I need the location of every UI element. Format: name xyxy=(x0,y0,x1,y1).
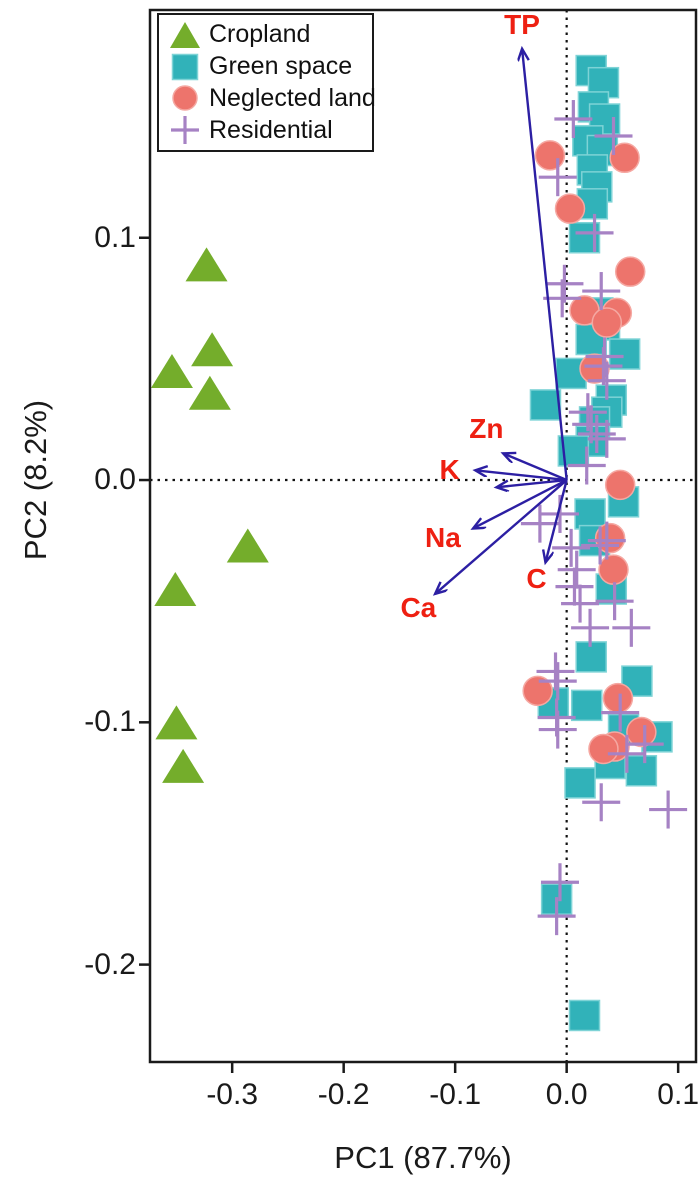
loading-label-Ca: Ca xyxy=(400,592,437,624)
marker-square xyxy=(576,188,609,220)
legend-label: Residential xyxy=(209,115,333,144)
loading-label-Zn: Zn xyxy=(469,413,504,445)
series-neglected-land xyxy=(522,140,657,765)
legend-label: Cropland xyxy=(209,20,311,49)
marker-circle xyxy=(579,353,610,384)
square-legend-icon xyxy=(171,53,199,80)
marker-triangle xyxy=(154,572,197,607)
circle-legend-icon xyxy=(172,85,198,112)
series-cropland xyxy=(150,247,269,783)
plus-legend-icon xyxy=(171,116,199,145)
x-tick-label--0.2: -0.2 xyxy=(317,1078,370,1111)
marker-circle xyxy=(522,675,553,707)
x-tick-label-0.1: 0.1 xyxy=(657,1078,700,1111)
y-tick-label--0.1: -0.1 xyxy=(84,705,136,739)
marker-square xyxy=(171,53,199,80)
loading-arrow-Zn xyxy=(503,453,568,482)
zero-reference-lines xyxy=(150,10,696,1062)
legend-item-cropland: Cropland xyxy=(167,20,372,50)
marker-square xyxy=(568,999,601,1032)
loading-arrow-TP xyxy=(522,49,568,481)
plot-border xyxy=(148,8,698,1064)
triangle-legend-icon xyxy=(170,21,200,48)
marker-circle xyxy=(609,142,640,174)
y-axis-title: PC2 (8.2%) xyxy=(18,399,53,561)
marker-triangle xyxy=(191,332,234,367)
legend-item-residential: Residential xyxy=(167,115,372,145)
marker-triangle xyxy=(170,21,200,48)
loading-arrow-K xyxy=(475,470,567,482)
marker-square xyxy=(564,767,596,799)
marker-circle xyxy=(626,716,657,748)
marker-triangle xyxy=(150,354,193,389)
plot-frame-and-ticks xyxy=(139,8,698,1073)
marker-circle xyxy=(554,193,586,224)
marker-triangle xyxy=(185,247,228,282)
marker-circle xyxy=(614,256,646,287)
marker-circle xyxy=(172,85,198,112)
loading-arrow-C xyxy=(545,479,568,562)
marker-triangle xyxy=(226,528,269,563)
marker-square xyxy=(608,338,641,370)
y-tick-label-0.0: 0.0 xyxy=(94,463,136,497)
y-tick-label-0.1: 0.1 xyxy=(94,220,136,254)
marker-square xyxy=(570,689,603,722)
legend-item-green-space: Green space xyxy=(167,52,372,82)
legend-item-neglected-land: Neglected land xyxy=(167,83,376,113)
y-tick-label--0.2: -0.2 xyxy=(84,947,136,981)
marker-square xyxy=(529,389,562,421)
loading-label-Na: Na xyxy=(424,522,461,554)
marker-triangle xyxy=(162,748,205,783)
loading-arrow-Ca xyxy=(435,479,568,594)
loading-label-C: C xyxy=(526,563,547,595)
marker-circle xyxy=(598,554,629,585)
marker-square xyxy=(625,755,658,787)
loading-arrow-unlabeled xyxy=(496,478,567,487)
marker-circle xyxy=(588,733,619,765)
x-axis-title: PC1 (87.7%) xyxy=(334,1140,512,1175)
marker-triangle xyxy=(155,705,198,740)
loading-arrows xyxy=(435,49,568,594)
marker-square xyxy=(575,641,607,673)
x-tick-label--0.3: -0.3 xyxy=(206,1078,259,1111)
marker-circle xyxy=(602,682,634,714)
loading-arrow-Na xyxy=(473,478,568,528)
legend: Cropland Green space Neglected land Residen… xyxy=(157,13,376,152)
legend-label: Neglected land xyxy=(209,83,376,112)
x-tick-label--0.1: -0.1 xyxy=(429,1078,482,1111)
x-tick-label-0.0: 0.0 xyxy=(545,1078,588,1111)
legend-label: Green space xyxy=(209,52,353,81)
marker-circle xyxy=(604,469,636,501)
marker-triangle xyxy=(188,375,231,410)
loading-label-TP: TP xyxy=(504,8,540,40)
marker-square xyxy=(574,498,606,530)
marker-circle xyxy=(534,140,566,171)
marker-circle xyxy=(591,307,623,338)
scatter-points xyxy=(150,54,688,1032)
series-residential xyxy=(520,100,688,936)
loading-label-K: K xyxy=(439,454,460,486)
